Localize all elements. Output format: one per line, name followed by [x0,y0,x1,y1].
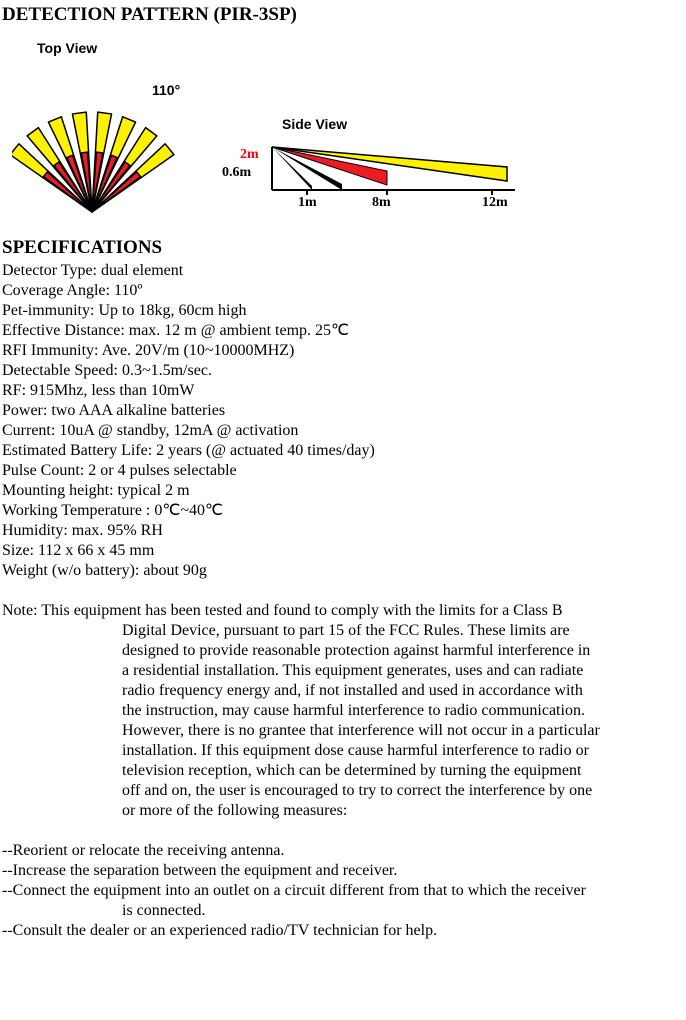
spec-line: Detector Type: dual element [2,261,684,281]
spec-line: Detectable Speed: 0.3~1.5m/sec. [2,361,684,381]
spec-line: Working Temperature : 0℃~40℃ [2,501,684,521]
measures-list: --Reorient or relocate the receiving ant… [2,841,684,941]
note-first-line: Note: This equipment has been tested and… [2,602,563,619]
side-view-x-2: 8m [372,195,391,211]
spec-line: Humidity: max. 95% RH [2,521,684,541]
measure-item: --Consult the dealer or an experienced r… [2,921,684,941]
spec-line: Pet-immunity: Up to 18kg, 60cm high [2,301,684,321]
fcc-note: Note: This equipment has been tested and… [2,601,684,821]
specs-list: Detector Type: dual elementCoverage Angl… [2,261,684,581]
spec-line: Pulse Count: 2 or 4 pulses selectable [2,461,684,481]
note-line: installation. If this equipment dose cau… [2,741,684,761]
note-line: designed to provide reasonable protectio… [2,641,684,661]
specs-title: SPECIFICATIONS [2,237,684,259]
side-view-x-1: 1m [298,195,317,211]
measure-first-line: --Consult the dealer or an experienced r… [2,922,437,939]
measure-item: --Connect the equipment into an outlet o… [2,881,684,921]
page: DETECTION PATTERN (PIR-3SP) Top View 110… [0,0,686,961]
measure-item: --Reorient or relocate the receiving ant… [2,841,684,861]
top-view-diagram [12,57,212,222]
side-view-x-3: 12m [482,195,508,211]
spec-line: Estimated Battery Life: 2 years (@ actua… [2,441,684,461]
measure-cont-line: is connected. [2,901,684,921]
side-view-y-top: 2m [240,147,259,163]
page-title: DETECTION PATTERN (PIR-3SP) [2,4,684,26]
spec-line: Size: 112 x 66 x 45 mm [2,541,684,561]
spec-line: Mounting height: typical 2 m [2,481,684,501]
note-line: radio frequency energy and, if not insta… [2,681,684,701]
measure-first-line: --Increase the separation between the eq… [2,862,397,879]
note-line: or more of the following measures: [2,801,684,821]
spec-line: RFI Immunity: Ave. 20V/m (10~10000MHZ) [2,341,684,361]
note-line: television reception, which can be deter… [2,761,684,781]
measure-first-line: --Reorient or relocate the receiving ant… [2,842,285,859]
note-line: the instruction, may cause harmful inter… [2,701,684,721]
spec-line: RF: 915Mhz, less than 10mW [2,381,684,401]
spec-line: Weight (w/o battery): about 90g [2,561,684,581]
measure-item: --Increase the separation between the eq… [2,861,684,881]
note-line: Digital Device, pursuant to part 15 of t… [2,621,684,641]
side-view-label: Side View [282,116,347,132]
spec-line: Power: two AAA alkaline batteries [2,401,684,421]
note-line: a residential installation. This equipme… [2,661,684,681]
note-line: However, there is no grantee that interf… [2,721,684,741]
spec-line: Effective Distance: max. 12 m @ ambient … [2,321,684,341]
side-view-diagram [267,142,517,202]
note-line: off and on, the user is encouraged to tr… [2,781,684,801]
side-view-y-bottom: 0.6m [222,165,251,181]
spec-line: Current: 10uA @ standby, 12mA @ activati… [2,421,684,441]
spec-line: Coverage Angle: 110º [2,281,684,301]
top-view-label: Top View [37,40,97,56]
measure-first-line: --Connect the equipment into an outlet o… [2,882,586,899]
diagrams-container: Top View 110° Side View 2m 0.6m 1m 8m 12… [2,32,684,217]
